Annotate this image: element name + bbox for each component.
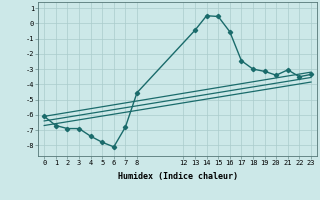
X-axis label: Humidex (Indice chaleur): Humidex (Indice chaleur) (118, 172, 238, 181)
